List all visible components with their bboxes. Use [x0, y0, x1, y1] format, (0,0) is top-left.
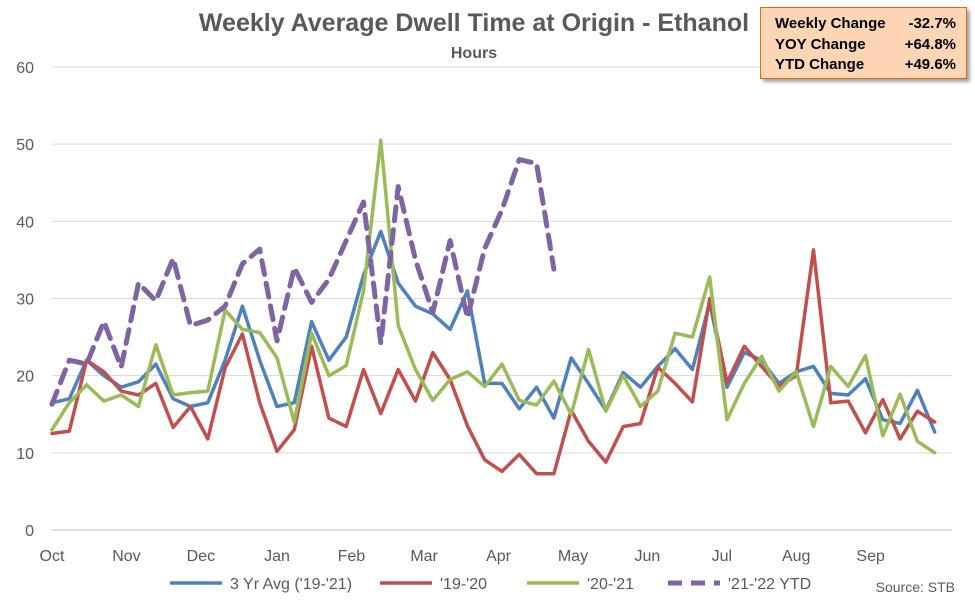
- stat-value: +49.6%: [904, 56, 956, 73]
- chart-subtitle: Hours: [451, 45, 497, 62]
- legend-label: '20-'21: [587, 576, 634, 593]
- stat-row-weekly: Weekly Change -32.7%: [775, 14, 956, 35]
- series-lines: [49, 138, 937, 476]
- x-tick-label: Oct: [40, 548, 65, 565]
- stat-label: YTD Change: [775, 56, 865, 73]
- y-tick-label: 40: [16, 214, 34, 231]
- gridlines: [52, 66, 952, 454]
- series-line: [50, 138, 937, 455]
- x-tick-label: Jul: [712, 548, 732, 565]
- y-axis-ticks: 0 10 20 30 40 50 60: [16, 60, 34, 540]
- y-tick-label: 0: [25, 523, 34, 540]
- y-tick-label: 10: [16, 446, 34, 463]
- chart-title: Weekly Average Dwell Time at Origin - Et…: [199, 9, 749, 37]
- x-tick-label: Dec: [187, 548, 215, 565]
- y-tick-label: 30: [16, 292, 34, 309]
- x-axis-ticks: Oct Nov Dec Jan Feb Mar Apr May Jun Jul Aug Sep: [40, 548, 885, 565]
- x-tick-label: Sep: [856, 548, 885, 565]
- legend-label: '19-'20: [440, 576, 487, 593]
- stat-row-yoy: YOY Change +64.8%: [775, 35, 956, 56]
- change-summary-box: Weekly Change -32.7% YOY Change +64.8% Y…: [760, 7, 967, 79]
- stat-value: +64.8%: [904, 35, 956, 53]
- x-tick-label: Jan: [264, 548, 290, 565]
- x-tick-label: Feb: [338, 548, 366, 565]
- source-note: Source: STB: [876, 579, 955, 595]
- legend-label: '21-'22 YTD: [728, 576, 811, 593]
- y-tick-label: 50: [16, 137, 34, 154]
- legend: 3 Yr Avg ('19-'21) '19-'20 '20-'21 '21-'22 …: [170, 576, 811, 593]
- x-tick-label: Aug: [782, 548, 810, 565]
- y-tick-label: 20: [16, 369, 34, 386]
- x-tick-label: Jun: [634, 548, 660, 565]
- stat-row-ytd: YTD Change +49.6%: [775, 55, 956, 76]
- series-line: [50, 248, 937, 476]
- series-line: [49, 157, 557, 407]
- series-line: [50, 229, 937, 434]
- x-tick-label: May: [558, 548, 588, 565]
- x-tick-label: Mar: [410, 548, 438, 565]
- x-tick-label: Apr: [486, 548, 512, 565]
- y-tick-label: 60: [16, 60, 34, 77]
- stat-label: Weekly Change: [775, 15, 886, 32]
- stat-value: -32.7%: [908, 15, 956, 32]
- stat-label: YOY Change: [775, 35, 866, 53]
- x-tick-label: Nov: [112, 548, 140, 565]
- legend-label: 3 Yr Avg ('19-'21): [230, 576, 352, 593]
